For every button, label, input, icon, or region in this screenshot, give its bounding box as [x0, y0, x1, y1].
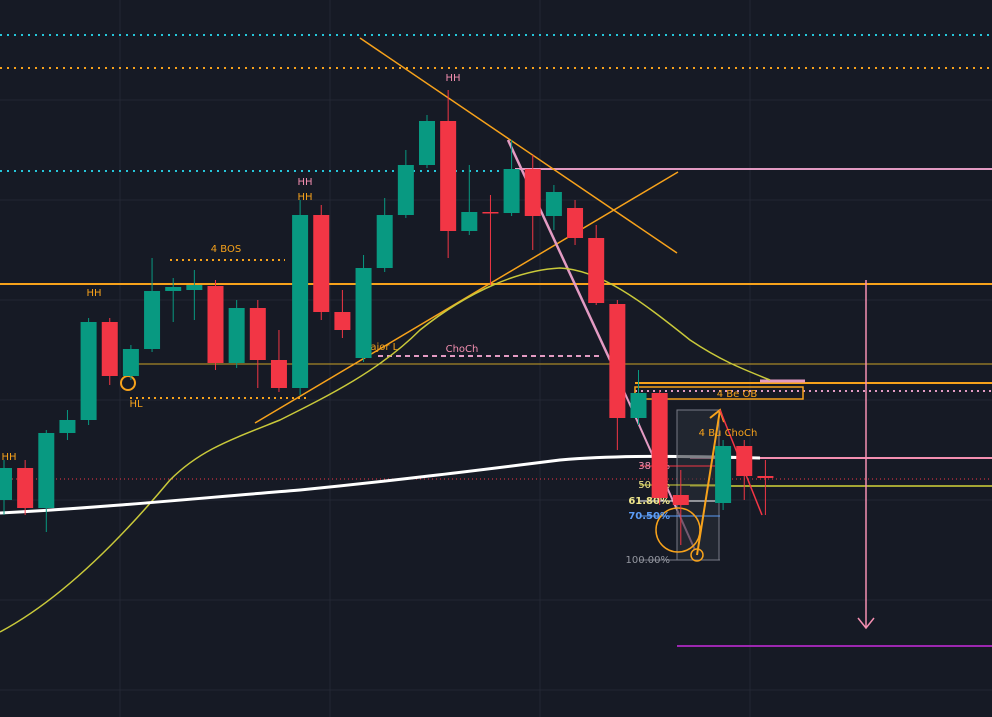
annotation: 4 Bu ChoCh [699, 428, 758, 439]
candles [0, 90, 774, 545]
annotation: 4 Be OB [717, 389, 758, 400]
annotation: HH [297, 192, 312, 203]
candle-body [313, 215, 330, 312]
candle-body [609, 304, 626, 418]
candle-body [545, 192, 562, 216]
candle-body [144, 291, 161, 349]
candle-body [228, 308, 245, 363]
candle-body [672, 495, 689, 505]
candle-body [440, 121, 457, 231]
candle-body [249, 308, 266, 360]
annotation: HL [129, 399, 143, 410]
candle-body [376, 215, 393, 268]
annotation: HH [86, 288, 101, 299]
annotation: HH [1, 452, 16, 463]
candle-body [186, 285, 203, 290]
candle-body [122, 349, 139, 376]
annotation: 100.00% [626, 555, 671, 566]
annotation: 61.80% [628, 496, 670, 507]
candle-body [567, 208, 584, 238]
annotation: HH [445, 73, 460, 84]
candle-body [524, 169, 541, 216]
candle-body [736, 446, 753, 476]
annotations: HH HH HH HH HH 4 BOS HL Major L ChoCh 4 Be OB 4 Bu… [1, 73, 757, 566]
candle-body [165, 287, 182, 291]
candle-body [17, 468, 34, 508]
candle-body [588, 238, 605, 303]
candle-body [715, 446, 732, 503]
candle-body [419, 121, 435, 165]
candle-body [503, 169, 520, 213]
candle-body [355, 268, 372, 358]
annotation: 70.50% [628, 511, 670, 522]
candle-body [38, 433, 55, 508]
candle-body [270, 360, 287, 388]
candle-body [630, 393, 647, 418]
candle-body [101, 322, 118, 376]
annotation: 4 BOS [211, 244, 241, 255]
candle-body [0, 468, 12, 500]
candle-body [292, 215, 309, 388]
candle-body [757, 476, 774, 478]
annotation: HH [297, 177, 312, 188]
annotation: Major L [362, 342, 399, 353]
candle-body [461, 212, 478, 231]
candle-body [80, 322, 97, 420]
annotation: ChoCh [446, 344, 479, 355]
candle-body [651, 393, 668, 498]
candle-body [482, 212, 499, 214]
candle-body [59, 420, 76, 433]
candle-body [334, 312, 351, 330]
candle-body [397, 165, 414, 215]
candle-body [207, 286, 224, 363]
